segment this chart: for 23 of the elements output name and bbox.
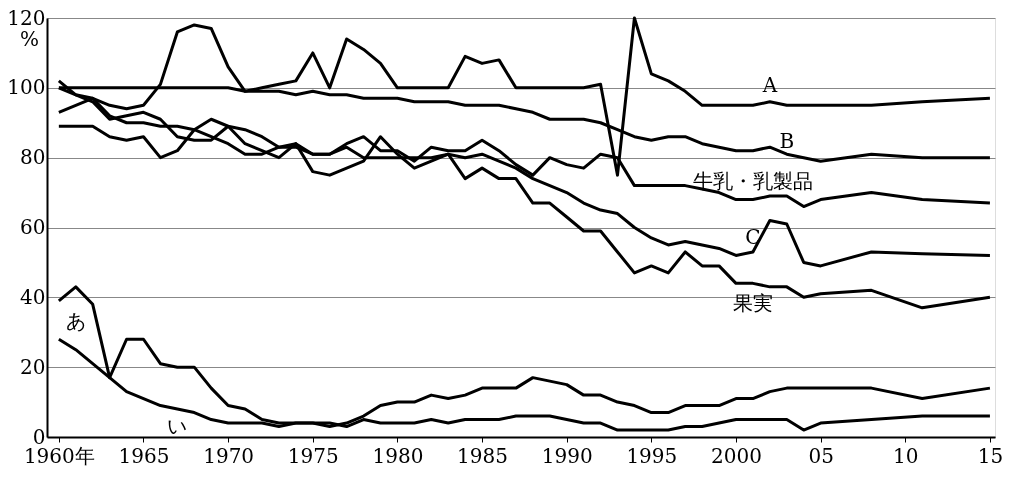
y-tick-label: 40 — [20, 284, 46, 309]
y-axis-title: % — [19, 27, 39, 51]
x-tick-label: 1965 — [118, 443, 170, 468]
series-label: あ — [65, 308, 86, 333]
x-tick-label: 1990 — [541, 443, 593, 468]
series-label: い — [167, 413, 188, 438]
x-tick-label: 1995 — [626, 443, 678, 468]
x-tick-label: 05 — [808, 443, 834, 468]
series-label: A — [761, 73, 778, 98]
y-tick-label: 20 — [20, 354, 46, 379]
series-label: 果実 — [732, 291, 773, 316]
x-tick-label: 15 — [977, 443, 1004, 468]
x-tick-label: 1980 — [372, 443, 424, 468]
y-tick-label: 100 — [7, 75, 46, 100]
y-tick-label: 120 — [7, 5, 46, 30]
x-tick-label: 1985 — [457, 443, 509, 468]
y-tick-label: 60 — [20, 215, 46, 239]
x-tick-label: 1975 — [287, 443, 339, 468]
x-tick-label: 1970 — [203, 443, 255, 468]
series-label: B — [779, 128, 795, 153]
y-tick-label: 80 — [20, 145, 46, 170]
x-tick-label: 10 — [893, 443, 919, 468]
x-tick-label: 2000 — [711, 443, 762, 468]
